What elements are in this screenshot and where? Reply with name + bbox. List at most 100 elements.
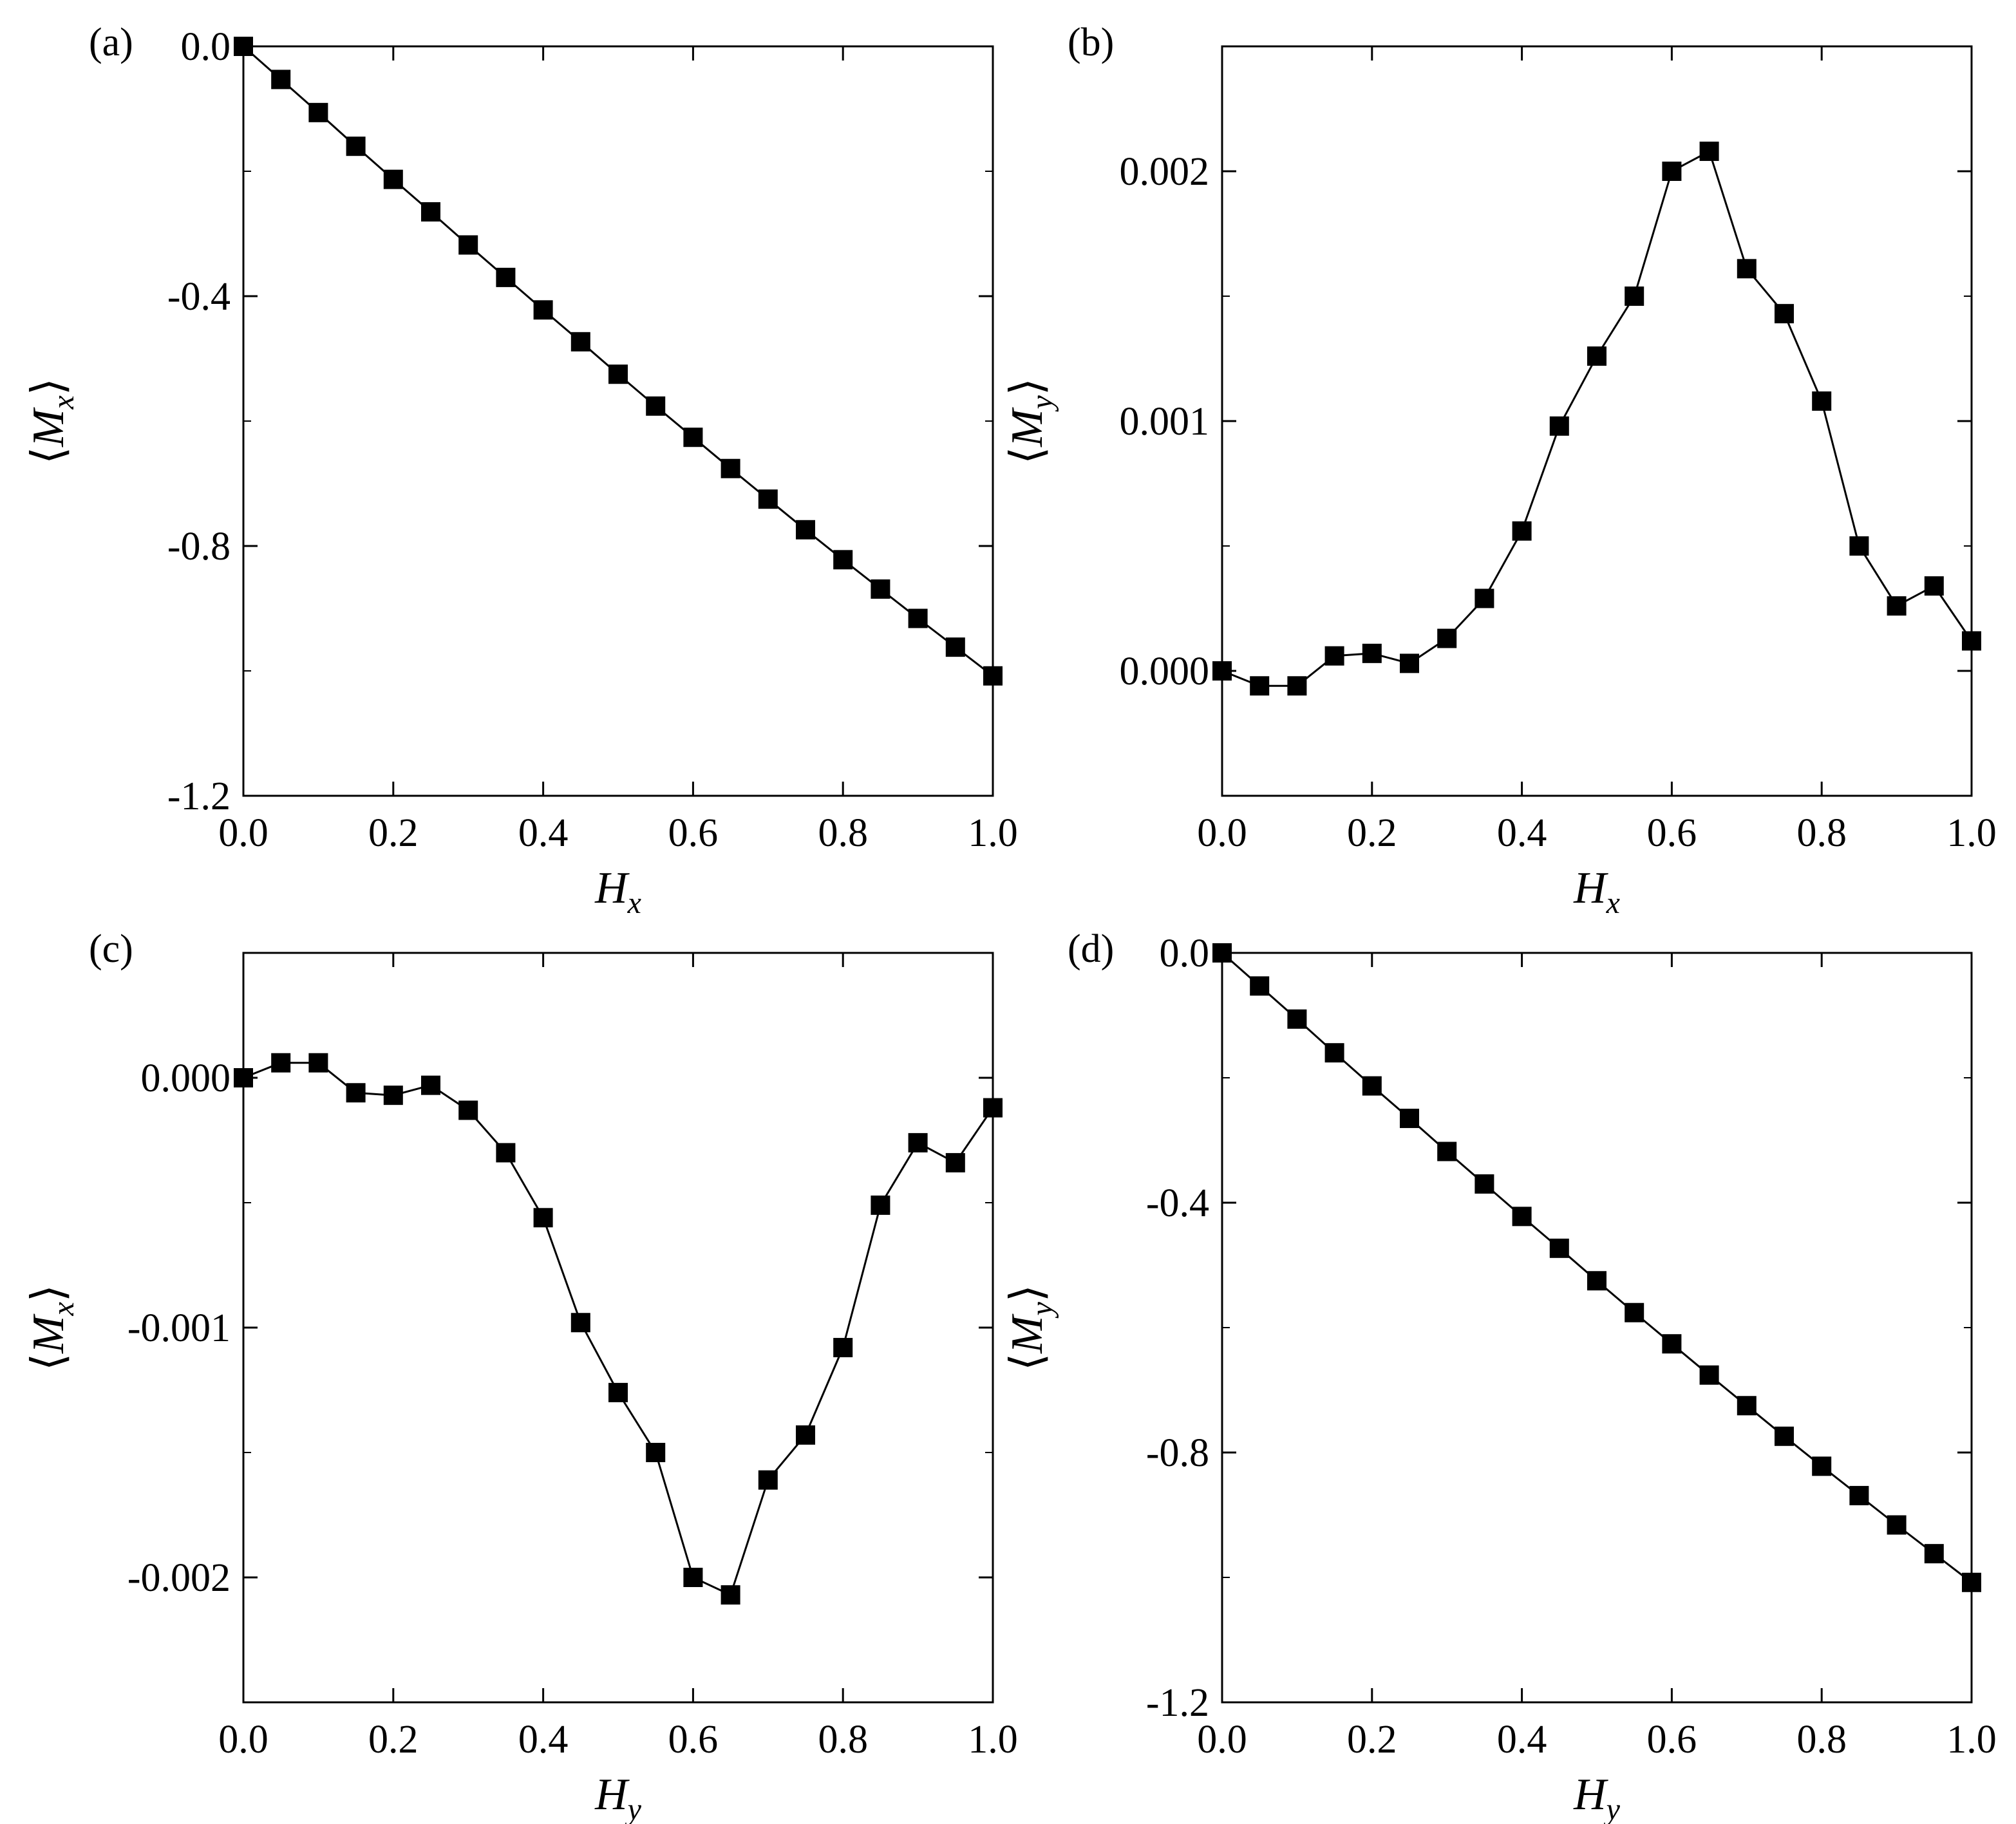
data-point	[1437, 628, 1457, 648]
data-point	[1887, 596, 1907, 616]
data-point	[608, 364, 628, 384]
x-tick-label: 0.4	[518, 1718, 569, 1762]
data-point	[1849, 1485, 1869, 1505]
y-tick-label: 0.001	[1120, 400, 1210, 444]
x-tick-label: 0.4	[518, 811, 569, 855]
y-axis-label-open: ⟨	[24, 447, 73, 464]
x-tick-label: 0.4	[1497, 1718, 1547, 1762]
data-point	[1212, 661, 1232, 681]
y-tick-label: -0.002	[127, 1556, 231, 1600]
data-point	[1250, 976, 1270, 996]
x-tick-label: 1.0	[1946, 1718, 1997, 1762]
data-point	[833, 550, 853, 570]
data-point	[796, 1425, 815, 1445]
x-tick-label: 0.8	[818, 811, 868, 855]
y-axis-label: ⟨Mx⟩	[24, 1284, 80, 1371]
data-point	[1924, 576, 1944, 596]
data-point	[1474, 1174, 1494, 1194]
x-axis-label: Hx	[594, 863, 641, 920]
x-axis-label-sub: y	[625, 1792, 642, 1824]
data-point	[383, 169, 403, 189]
y-axis-label-open: ⟨	[1003, 447, 1052, 464]
data-point	[983, 666, 1003, 686]
data-point	[346, 1083, 366, 1103]
panel-0: 0.0 0.2 0.4 0.6 0.8 1.00.0-0.4-0.8-1.2(a)Hx⟨M…	[24, 21, 1018, 920]
data-point	[1362, 643, 1382, 663]
data-point	[1699, 1365, 1719, 1385]
y-axis-label: ⟨Mx⟩	[24, 378, 80, 464]
data-point	[758, 1470, 778, 1490]
data-point	[646, 1443, 666, 1462]
x-axis-label: Hx	[1573, 863, 1620, 920]
x-tick-label: 0.0	[1197, 811, 1247, 855]
panel-label: (c)	[89, 927, 133, 971]
data-point	[458, 1100, 478, 1120]
data-point	[1287, 676, 1307, 696]
y-tick-label: 0.0	[1160, 932, 1210, 975]
plot-frame	[1221, 45, 1973, 797]
data-point	[1775, 1426, 1794, 1446]
x-tick-label: 0.8	[1796, 1718, 1847, 1762]
y-axis-label-sub: y	[1025, 1302, 1059, 1319]
data-point	[1287, 1009, 1307, 1029]
data-point	[271, 70, 291, 89]
y-tick-label: -0.8	[167, 525, 231, 569]
x-axis-label-sub: x	[1606, 886, 1620, 920]
data-point	[608, 1382, 628, 1402]
data-point	[421, 202, 440, 222]
x-tick-label: 0.8	[1796, 811, 1847, 855]
data-point	[1324, 646, 1344, 666]
data-point	[1250, 676, 1270, 696]
data-point	[871, 579, 890, 599]
y-tick-label: -1.2	[167, 775, 231, 818]
x-axis-label-main: H	[594, 1770, 630, 1819]
x-tick-label: 0.6	[668, 1718, 719, 1762]
data-point	[1625, 1302, 1644, 1322]
data-point	[833, 1338, 853, 1358]
series-line	[1221, 149, 1973, 687]
x-tick-label: 0.2	[368, 1718, 419, 1762]
x-axis-label: Hy	[594, 1770, 642, 1824]
data-point	[1737, 1396, 1757, 1416]
data-point	[1924, 1544, 1944, 1564]
y-axis-label-sub: x	[46, 395, 80, 409]
data-point	[1962, 631, 1981, 651]
data-point	[1549, 416, 1569, 436]
data-point	[1400, 1109, 1419, 1129]
data-point	[1512, 1207, 1532, 1227]
y-tick-label: 0.000	[141, 1057, 231, 1100]
x-tick-label: 0.2	[1347, 811, 1397, 855]
plot-frame	[1221, 952, 1973, 1704]
data-point	[908, 608, 928, 628]
y-tick-label: -0.4	[167, 275, 231, 319]
data-point	[1512, 521, 1532, 541]
data-point	[1212, 943, 1232, 963]
data-point	[908, 1133, 928, 1152]
data-point	[983, 1098, 1003, 1118]
data-point	[1437, 1142, 1457, 1161]
data-point	[758, 489, 778, 509]
panel-label: (a)	[89, 21, 133, 64]
y-axis-label-close: ⟩	[1003, 378, 1052, 395]
data-point	[308, 102, 328, 122]
series-line	[243, 1062, 994, 1597]
panel-label: (d)	[1068, 927, 1114, 971]
y-tick-label: -0.8	[1146, 1431, 1209, 1475]
data-point	[1324, 1043, 1344, 1063]
y-tick-label: -0.001	[127, 1306, 231, 1350]
data-point	[1737, 259, 1757, 279]
y-axis-label-main: M	[1003, 1313, 1052, 1354]
plot-frame	[242, 45, 994, 797]
y-axis-label-sub: x	[46, 1302, 80, 1316]
data-point	[646, 396, 666, 416]
x-tick-label: 0.0	[218, 811, 268, 855]
data-point	[1812, 1456, 1832, 1476]
x-tick-label: 1.0	[968, 1718, 1018, 1762]
y-tick-label: -0.4	[1146, 1181, 1209, 1225]
data-point	[1474, 588, 1494, 608]
data-point	[271, 1053, 291, 1073]
y-axis-label-main: M	[24, 407, 73, 447]
data-point	[533, 300, 553, 320]
x-tick-label: 0.8	[818, 1718, 868, 1762]
x-tick-label: 0.6	[1647, 811, 1697, 855]
